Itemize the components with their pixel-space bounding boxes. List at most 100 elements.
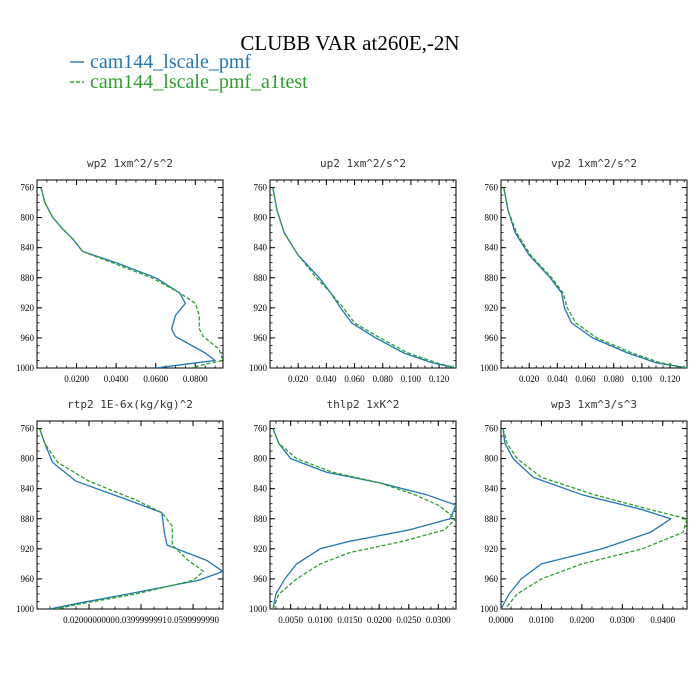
- y-tick-label: 1000: [249, 604, 268, 614]
- panel-title: wp2 1xm^2/s^2: [87, 157, 173, 170]
- y-tick-label: 800: [485, 213, 499, 223]
- y-tick-label: 1000: [480, 604, 499, 614]
- x-tick-label: 0.0200: [64, 374, 89, 384]
- x-tick-label: 0.100: [401, 374, 422, 384]
- y-tick-label: 960: [254, 333, 268, 343]
- y-tick-label: 760: [485, 424, 499, 434]
- y-tick-label: 920: [254, 303, 268, 313]
- legend-item-2: cam144_lscale_pmf_a1test: [70, 71, 308, 93]
- y-tick-label: 960: [254, 574, 268, 584]
- x-tick-label: 0.0200: [367, 615, 392, 625]
- series-line-1: [40, 187, 216, 368]
- series-line-1: [272, 428, 456, 609]
- y-tick-label: 920: [485, 544, 499, 554]
- panel-5: thlp2 1xK^2 760 800 840 880 920 960 1000 0.0050 0…: [249, 398, 457, 625]
- y-tick-label: 840: [21, 243, 35, 253]
- y-tick-label: 840: [254, 243, 268, 253]
- y-tick-label: 800: [485, 454, 499, 464]
- panels-grid: wp2 1xm^2/s^2 760 800 840 880 920 960 1000 0.020…: [16, 157, 688, 625]
- x-tick-label: 0.120: [429, 374, 450, 384]
- legend: cam144_lscale_pmf cam144_lscale_pmf_a1te…: [70, 51, 308, 93]
- x-tick-label: 0.0800: [183, 374, 208, 384]
- legend-item-1: cam144_lscale_pmf: [70, 51, 251, 73]
- panel-1: wp2 1xm^2/s^2 760 800 840 880 920 960 1000 0.020…: [16, 157, 224, 384]
- plot-frame: [500, 420, 688, 610]
- y-tick-label: 1000: [480, 363, 499, 373]
- y-tick-label: 880: [254, 273, 268, 283]
- plot-frame: [500, 179, 688, 369]
- legend-label-2: cam144_lscale_pmf_a1test: [90, 71, 308, 93]
- x-tick-label: 0.060: [344, 374, 365, 384]
- panel-6: wp3 1xm^3/s^3 760 800 840 880 920 960 10000.000…: [480, 398, 688, 625]
- x-tick-label: 0.0050: [278, 615, 303, 625]
- panel-2: up2 1xm^2/s^2 760 800 840 880 920 960 1000 0.020…: [249, 157, 457, 384]
- x-tick-label: 0.100: [632, 374, 653, 384]
- figure-title: CLUBB VAR at260E,-2N: [240, 31, 459, 55]
- y-tick-label: 880: [254, 514, 268, 524]
- y-tick-label: 840: [254, 484, 268, 494]
- series-line-2: [272, 428, 456, 609]
- x-tick-label: 0.0000: [489, 615, 514, 625]
- x-tick-label: 0.0600: [143, 374, 168, 384]
- x-tick-label: 0.040: [547, 374, 568, 384]
- x-tick-label: 0.0400: [650, 615, 675, 625]
- y-tick-label: 800: [21, 454, 35, 464]
- y-tick-label: 960: [485, 333, 499, 343]
- y-tick-label: 760: [485, 183, 499, 193]
- x-tick-label: 0.0100: [529, 615, 554, 625]
- x-tick-label: 0.040: [316, 374, 337, 384]
- series-line-1: [38, 428, 223, 609]
- y-tick-label: 760: [254, 183, 268, 193]
- x-tick-label: 0.0400: [104, 374, 129, 384]
- series-line-2: [38, 428, 205, 609]
- y-tick-label: 840: [485, 243, 499, 253]
- y-tick-label: 880: [485, 514, 499, 524]
- x-tick-label: 0.0200000000: [63, 615, 115, 625]
- y-tick-label: 1000: [16, 363, 35, 373]
- y-tick-label: 800: [254, 213, 268, 223]
- y-tick-label: 760: [21, 424, 35, 434]
- x-tick-label: 0.0150: [337, 615, 362, 625]
- plot-frame: [36, 179, 224, 369]
- x-tick-label: 0.060: [575, 374, 596, 384]
- y-tick-label: 760: [21, 183, 35, 193]
- y-tick-label: 960: [21, 574, 35, 584]
- series-line-2: [502, 428, 687, 609]
- x-tick-label: 0.0399999991: [115, 615, 167, 625]
- series-line-2: [503, 187, 687, 368]
- x-tick-label: 0.0100: [308, 615, 333, 625]
- y-tick-label: 840: [485, 484, 499, 494]
- x-tick-label: 0.0300: [610, 615, 635, 625]
- panel-title: rtp2 1E-6x(kg/kg)^2: [67, 398, 193, 411]
- x-tick-label: 0.020: [288, 374, 309, 384]
- panel-title: up2 1xm^2/s^2: [320, 157, 406, 170]
- x-tick-label: 0.080: [373, 374, 394, 384]
- panel-title: vp2 1xm^2/s^2: [551, 157, 637, 170]
- y-tick-label: 1000: [249, 363, 268, 373]
- y-tick-label: 880: [21, 273, 35, 283]
- panel-title: wp3 1xm^3/s^3: [551, 398, 637, 411]
- plot-frame: [269, 179, 457, 369]
- series-line-2: [272, 187, 456, 368]
- y-tick-label: 920: [21, 303, 35, 313]
- x-tick-label: 0.0200: [569, 615, 594, 625]
- y-tick-label: 920: [254, 544, 268, 554]
- y-tick-label: 920: [485, 303, 499, 313]
- y-tick-label: 960: [485, 574, 499, 584]
- y-tick-label: 800: [21, 213, 35, 223]
- series-line-2: [40, 187, 223, 368]
- y-tick-label: 1000: [16, 604, 35, 614]
- plot-frame: [36, 420, 224, 610]
- x-tick-label: 0.120: [660, 374, 681, 384]
- series-line-1: [272, 187, 456, 368]
- x-tick-label: 0.0250: [396, 615, 421, 625]
- y-tick-label: 760: [254, 424, 268, 434]
- y-tick-label: 840: [21, 484, 35, 494]
- panel-4: rtp2 1E-6x(kg/kg)^2 760 800 840 880 920 960 100…: [16, 398, 224, 625]
- y-tick-label: 920: [21, 544, 35, 554]
- x-tick-label: 0.020: [519, 374, 540, 384]
- x-tick-label: 0.080: [604, 374, 625, 384]
- series-line-1: [501, 428, 672, 609]
- plot-frame: [269, 420, 457, 610]
